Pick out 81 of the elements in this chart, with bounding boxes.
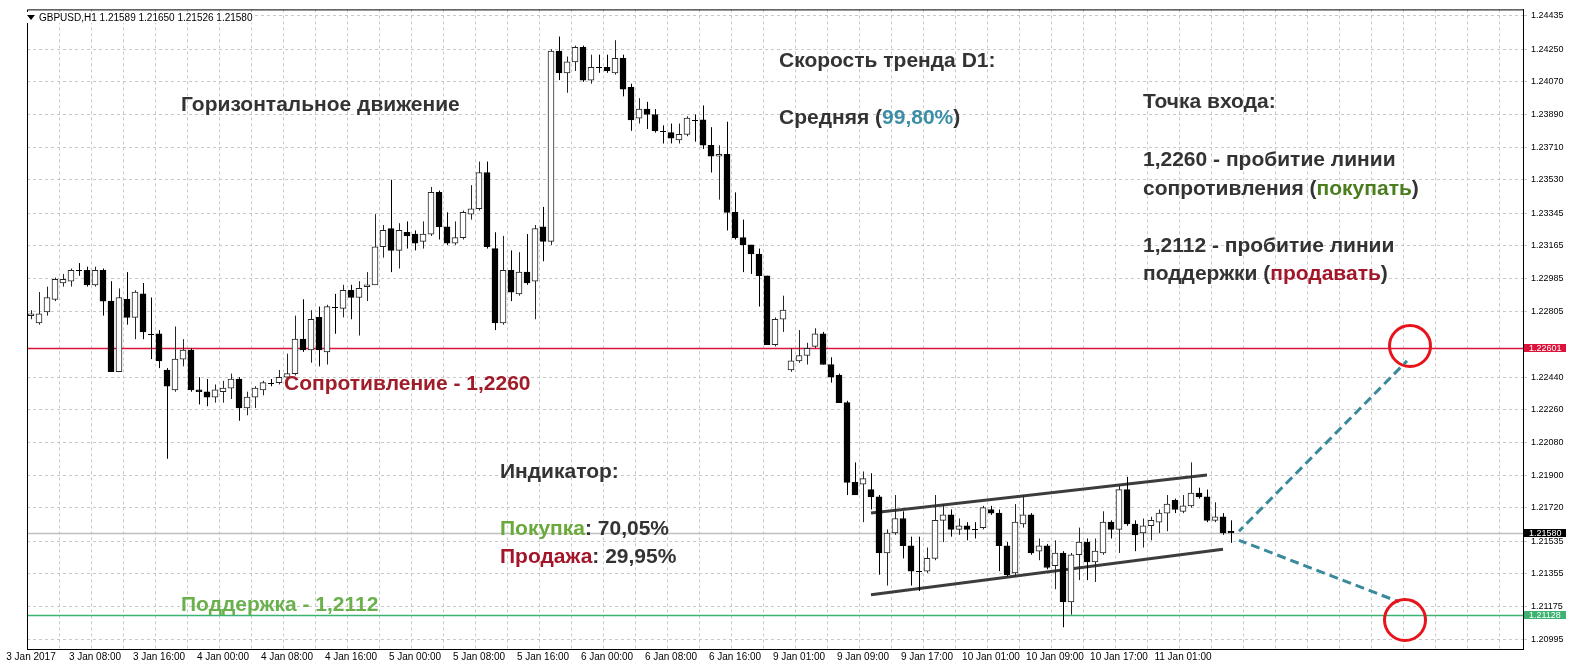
candlestick	[659, 124, 667, 144]
x-tick-label: 6 Jan 00:00	[580, 650, 634, 662]
chart-title: GBPUSD,H1 1.21589 1.21650 1.21526 1.21580	[39, 12, 253, 23]
annotation: Скорость тренда D1:	[779, 48, 996, 71]
annotation: Покупка	[500, 516, 585, 539]
y-tick-label: 1.22805	[1531, 305, 1564, 316]
y-tick-label: 1.24070	[1531, 76, 1564, 87]
annotation: Индикатор:	[500, 459, 619, 482]
y-tick-label: 1.23345	[1531, 207, 1564, 218]
x-tick-label: 10 Jan 09:00	[1026, 650, 1085, 662]
annotation: Продажа	[500, 544, 593, 567]
candlestick	[691, 113, 699, 143]
candlestick	[827, 356, 835, 384]
annotation: продавать	[1270, 261, 1381, 284]
annotation: : 29,95%	[592, 544, 677, 567]
candlestick	[1227, 519, 1235, 544]
ref-line-label: 1.21580	[1529, 527, 1562, 538]
annotation: 1,2112 - пробитие линии	[1143, 233, 1395, 256]
x-tick-label: 5 Jan 16:00	[516, 650, 570, 662]
y-tick-label: 1.24250	[1531, 43, 1564, 54]
annotation: 1,2260 - пробитие линии	[1143, 147, 1396, 170]
y-tick-label: 1.23710	[1531, 141, 1564, 152]
y-tick-label: 1.21535	[1531, 535, 1564, 546]
annotation: )	[953, 105, 961, 128]
y-tick-label: 1.22440	[1531, 371, 1564, 382]
annotation: Сопротивление - 1,2260	[284, 371, 531, 394]
candlestick	[715, 144, 723, 201]
candlestick	[1211, 501, 1219, 523]
y-tick-label: 1.23530	[1531, 174, 1564, 185]
annotation: поддержки (	[1143, 261, 1271, 284]
x-tick-label: 3 Jan 08:00	[68, 650, 122, 662]
candlestick	[539, 206, 547, 262]
annotation: Поддержка - 1,2112	[181, 592, 379, 615]
y-tick-label: 1.21720	[1531, 502, 1564, 513]
x-tick-label: 6 Jan 16:00	[708, 650, 762, 662]
annotation: 99,80%	[882, 105, 954, 128]
y-tick-label: 1.21355	[1531, 568, 1564, 579]
y-tick-label: 1.21900	[1531, 469, 1564, 480]
x-tick-label: 3 Jan 2017	[6, 650, 57, 662]
x-tick-label: 9 Jan 09:00	[836, 650, 890, 662]
candlestick	[971, 521, 979, 539]
candlestick	[67, 268, 75, 288]
x-tick-label: 6 Jan 08:00	[644, 650, 698, 662]
x-tick-label: 4 Jan 00:00	[196, 650, 250, 662]
y-tick-label: 1.24435	[1531, 10, 1564, 21]
annotation: )	[1380, 261, 1388, 284]
annotation: Горизонтальное движение	[181, 92, 460, 115]
x-tick-label: 11 Jan 01:00	[1154, 650, 1212, 662]
x-tick-label: 3 Jan 16:00	[132, 650, 186, 662]
x-tick-label: 4 Jan 16:00	[324, 650, 378, 662]
y-tick-label: 1.23165	[1531, 240, 1564, 251]
y-tick-label: 1.21175	[1531, 600, 1563, 611]
x-tick-label: 5 Jan 00:00	[388, 650, 442, 662]
y-tick-label: 1.20995	[1531, 633, 1564, 644]
x-tick-label: 10 Jan 17:00	[1090, 650, 1149, 662]
annotation: покупать	[1316, 176, 1412, 199]
y-tick-label: 1.22260	[1531, 404, 1564, 415]
x-tick-label: 9 Jan 17:00	[900, 650, 954, 662]
annotation: : 70,05%	[584, 516, 670, 539]
candlestick	[331, 293, 339, 335]
y-tick-label: 1.23890	[1531, 108, 1564, 119]
x-tick-label: 5 Jan 08:00	[452, 650, 506, 662]
x-tick-label: 9 Jan 01:00	[772, 650, 826, 662]
candlestick	[915, 536, 923, 592]
x-tick-label: 4 Jan 08:00	[260, 650, 314, 662]
candlestick	[963, 521, 971, 541]
ref-line-label: 1.22601	[1529, 342, 1562, 353]
ref-line-label: 1.21128	[1529, 609, 1561, 620]
candlestick	[195, 376, 203, 405]
candlestick	[75, 262, 83, 277]
candlestick	[811, 327, 819, 349]
y-tick-label: 1.22985	[1531, 272, 1564, 283]
candlestick	[595, 54, 603, 74]
annotation: )	[1411, 176, 1419, 199]
y-tick-label: 1.22080	[1531, 436, 1564, 447]
x-tick-label: 10 Jan 01:00	[962, 650, 1021, 662]
annotation: Средняя (	[779, 105, 883, 128]
annotation: Точка входа:	[1143, 89, 1276, 112]
candlestick	[363, 271, 371, 302]
candlestick	[147, 296, 155, 360]
annotation: сопротивления (	[1143, 176, 1317, 199]
